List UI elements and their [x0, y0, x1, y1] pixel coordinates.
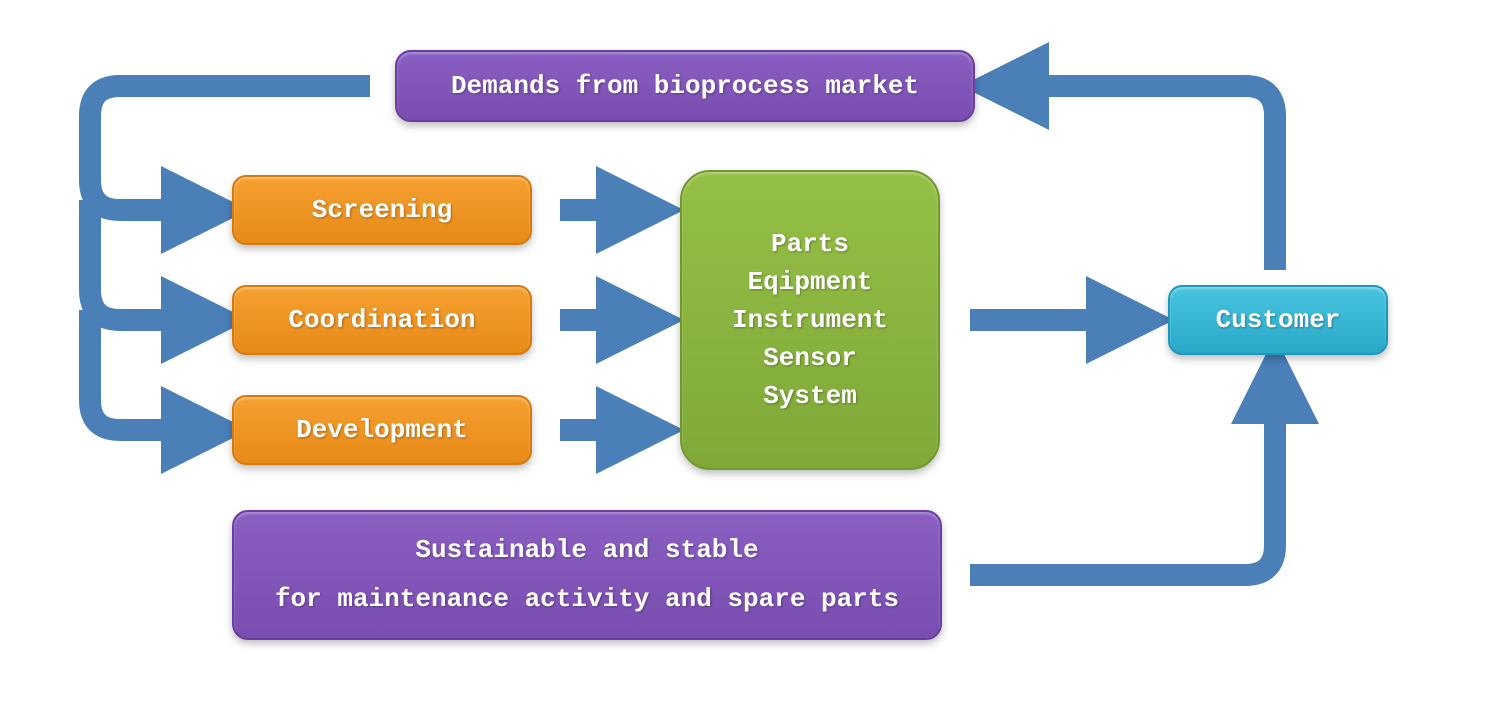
node-sustainable-line2: for maintenance activity and spare parts	[275, 575, 899, 624]
node-coordination: Coordination	[232, 285, 532, 355]
node-customer-label: Customer	[1216, 305, 1341, 335]
node-demands: Demands from bioprocess market	[395, 50, 975, 122]
node-development: Development	[232, 395, 532, 465]
arrow-sustainable-to-customer	[970, 380, 1275, 575]
arrow-branch-to-coordination	[90, 200, 205, 320]
products-item-1: Eqipment	[748, 269, 873, 295]
node-products: Parts Eqipment Instrument Sensor System	[680, 170, 940, 470]
node-customer: Customer	[1168, 285, 1388, 355]
products-item-4: System	[763, 383, 857, 409]
node-development-label: Development	[296, 415, 468, 445]
node-demands-label: Demands from bioprocess market	[451, 71, 919, 101]
node-sustainable: Sustainable and stable for maintenance a…	[232, 510, 942, 640]
node-screening: Screening	[232, 175, 532, 245]
products-item-3: Sensor	[763, 345, 857, 371]
node-sustainable-line1: Sustainable and stable	[415, 526, 758, 575]
arrow-branch-to-development	[90, 310, 205, 430]
node-coordination-label: Coordination	[288, 305, 475, 335]
products-item-0: Parts	[771, 231, 849, 257]
products-item-2: Instrument	[732, 307, 888, 333]
arrow-customer-to-demands	[1005, 86, 1275, 270]
node-screening-label: Screening	[312, 195, 452, 225]
